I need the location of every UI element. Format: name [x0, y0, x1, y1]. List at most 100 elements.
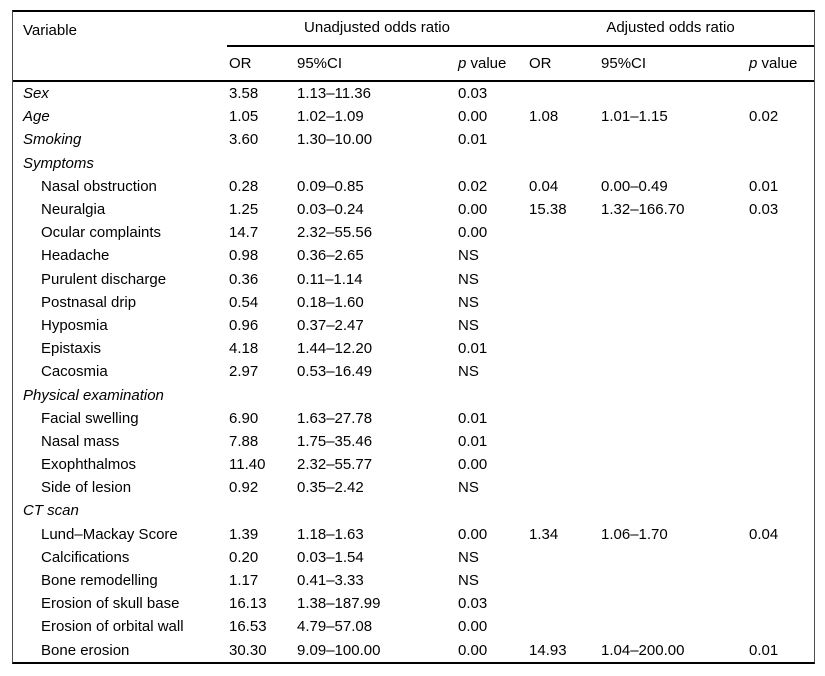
adjusted-pvalue-cell [747, 337, 814, 360]
adjusted-ci-cell [599, 360, 747, 383]
table-row: Epistaxis 4.18 1.44–12.20 0.01 [13, 337, 814, 360]
unadjusted-pvalue-cell: 0.01 [458, 409, 488, 427]
table-row: Ocular complaints 14.7 2.32–55.56 0.00 [13, 221, 814, 244]
adjusted-or-cell [527, 128, 599, 151]
column-header-unadjusted-ci: 95%CI [295, 46, 456, 82]
adjusted-ci-cell [599, 383, 747, 406]
adjusted-or-cell [527, 360, 599, 383]
unadjusted-or-cell: 0.98 [229, 247, 259, 265]
odds-ratio-table-frame: Variable Unadjusted odds ratio Adjusted … [12, 10, 815, 664]
adjusted-or-cell [527, 383, 599, 406]
table-row: Cacosmia 2.97 0.53–16.49 NS [13, 360, 814, 383]
adjusted-pvalue-cell: 0.01 [749, 177, 779, 195]
adjusted-ci-cell [599, 152, 747, 175]
unadjusted-or-cell: 0.36 [229, 270, 259, 288]
unadjusted-pvalue-cell: 0.00 [458, 618, 488, 636]
table-header: Variable Unadjusted odds ratio Adjusted … [13, 12, 815, 82]
unadjusted-or-cell: 6.90 [229, 409, 259, 427]
unadjusted-ci-cell: 2.32–55.56 [297, 224, 373, 242]
unadjusted-or-cell [227, 499, 295, 522]
table-row: Side of lesion 0.92 0.35–2.42 NS [13, 476, 814, 499]
table-row: Hyposmia 0.96 0.37–2.47 NS [13, 314, 814, 337]
column-header-adjusted-or: OR [527, 46, 600, 82]
adjusted-pvalue-cell: 0.04 [749, 525, 779, 543]
adjusted-ci-cell [599, 314, 747, 337]
column-header-variable: Variable [13, 12, 227, 82]
adjusted-pvalue-cell [747, 221, 814, 244]
adjusted-pvalue-cell [747, 268, 814, 291]
table-row: Bone remodelling 1.17 0.41–3.33 NS [13, 569, 814, 592]
adjusted-ci-cell [599, 81, 747, 105]
unadjusted-ci-cell: 0.11–1.14 [297, 270, 363, 288]
odds-ratio-table: Variable Unadjusted odds ratio Adjusted … [13, 12, 815, 662]
unadjusted-ci-cell [295, 499, 456, 522]
adjusted-pvalue-cell [747, 569, 814, 592]
adjusted-pvalue-cell [747, 81, 814, 105]
table-row: Physical examination [13, 383, 814, 406]
variable-cell: Neuralgia [41, 201, 106, 219]
unadjusted-or-cell: 4.18 [229, 340, 259, 358]
variable-cell: Purulent discharge [41, 270, 167, 288]
variable-cell: Bone erosion [41, 641, 130, 659]
unadjusted-ci-cell: 0.37–2.47 [297, 316, 364, 334]
adjusted-or-cell [527, 430, 599, 453]
adjusted-pvalue-cell [747, 383, 814, 406]
adjusted-ci-cell [599, 430, 747, 453]
unadjusted-or-cell: 14.7 [229, 224, 259, 242]
adjusted-ci-cell [599, 128, 747, 151]
unadjusted-ci-cell: 2.32–55.77 [297, 456, 373, 474]
unadjusted-or-cell: 3.60 [229, 131, 259, 149]
p-value-word: value [466, 55, 507, 72]
table-row: Erosion of orbital wall 16.53 4.79–57.08… [13, 615, 814, 638]
unadjusted-pvalue-cell [456, 499, 527, 522]
adjusted-pvalue-cell [747, 453, 814, 476]
table-row: Postnasal drip 0.54 0.18–1.60 NS [13, 291, 814, 314]
unadjusted-ci-cell: 1.75–35.46 [297, 432, 373, 450]
column-header-adjusted-pvalue: p value [747, 46, 815, 82]
table-row: Headache 0.98 0.36–2.65 NS [13, 244, 814, 267]
adjusted-pvalue-cell [747, 430, 814, 453]
table-row: Exophthalmos 11.40 2.32–55.77 0.00 [13, 453, 814, 476]
adjusted-pvalue-cell [747, 499, 814, 522]
adjusted-or-cell [527, 476, 599, 499]
adjusted-pvalue-cell [747, 244, 814, 267]
adjusted-or-cell: 14.93 [529, 641, 567, 659]
adjusted-ci-cell [599, 244, 747, 267]
table-row: Symptoms [13, 152, 814, 175]
unadjusted-ci-cell: 9.09–100.00 [297, 641, 381, 659]
adjusted-ci-cell [599, 221, 747, 244]
unadjusted-pvalue-cell: NS [458, 247, 479, 265]
unadjusted-or-cell: 1.05 [229, 108, 259, 126]
unadjusted-or-cell: 0.92 [229, 479, 259, 497]
adjusted-pvalue-cell [747, 407, 814, 430]
adjusted-ci-cell [599, 337, 747, 360]
unadjusted-pvalue-cell: NS [458, 548, 479, 566]
variable-cell: Lund–Mackay Score [41, 525, 178, 543]
unadjusted-pvalue-cell: 0.01 [458, 340, 488, 358]
table-row: Smoking 3.60 1.30–10.00 0.01 [13, 128, 814, 151]
table-row: Erosion of skull base 16.13 1.38–187.99 … [13, 592, 814, 615]
adjusted-or-cell [527, 592, 599, 615]
adjusted-or-cell [527, 499, 599, 522]
group-header-row: Variable Unadjusted odds ratio Adjusted … [13, 12, 815, 82]
adjusted-pvalue-cell [747, 592, 814, 615]
table-row: Calcifications 0.20 0.03–1.54 NS [13, 546, 814, 569]
unadjusted-ci-cell: 4.79–57.08 [297, 618, 373, 636]
adjusted-or-cell [527, 244, 599, 267]
variable-cell: Calcifications [41, 548, 130, 566]
variable-cell: Ocular complaints [41, 224, 162, 242]
unadjusted-ci-cell: 0.03–1.54 [297, 548, 364, 566]
adjusted-pvalue-cell [747, 360, 814, 383]
unadjusted-ci-cell: 1.63–27.78 [297, 409, 373, 427]
unadjusted-ci-cell: 0.41–3.33 [297, 572, 364, 590]
unadjusted-ci-cell: 1.18–1.63 [297, 525, 364, 543]
unadjusted-pvalue-cell: 0.00 [458, 456, 488, 474]
adjusted-ci-cell [599, 268, 747, 291]
unadjusted-ci-cell [295, 383, 456, 406]
adjusted-or-cell [527, 152, 599, 175]
table-body: Sex 3.58 1.13–11.36 0.03 Age 1.05 1.02–1… [13, 81, 814, 662]
unadjusted-ci-cell: 1.38–187.99 [297, 595, 381, 613]
unadjusted-pvalue-cell: 0.01 [458, 131, 488, 149]
variable-cell: Erosion of orbital wall [41, 618, 184, 636]
variable-cell: Headache [41, 247, 110, 265]
